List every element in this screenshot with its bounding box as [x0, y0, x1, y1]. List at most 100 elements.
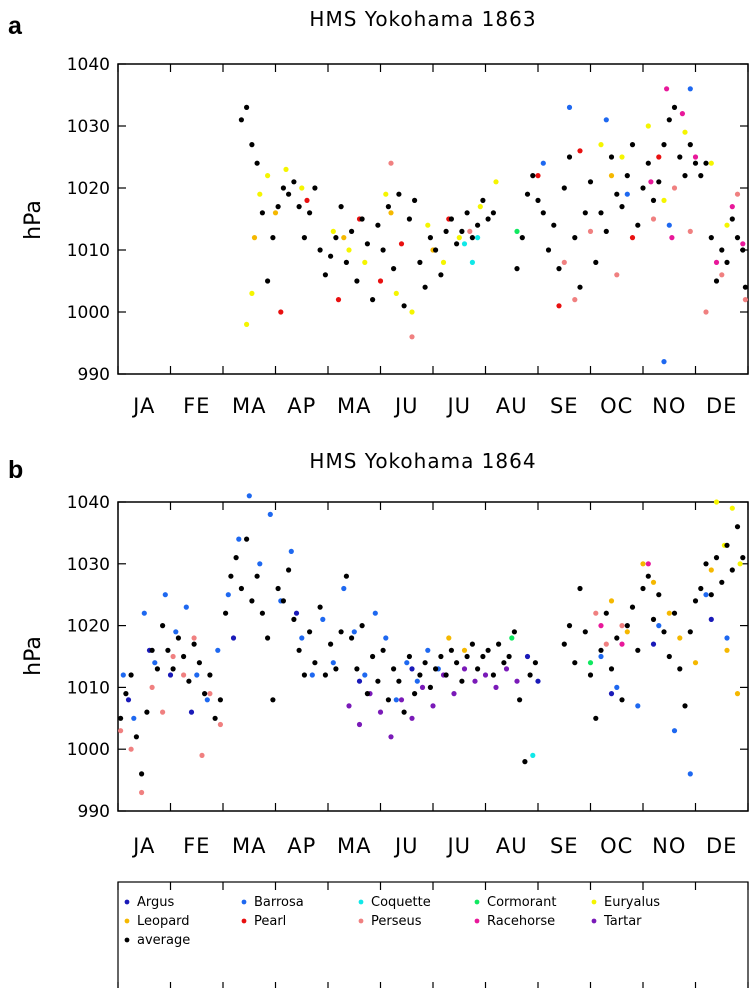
data-point-average: [454, 660, 460, 666]
data-point-average: [511, 629, 517, 635]
x-tick-label-a: NO: [652, 394, 686, 418]
data-point-barrosa: [404, 660, 410, 666]
data-point-average: [545, 247, 552, 253]
legend-marker-leopard: [124, 918, 130, 924]
data-point-average: [438, 272, 444, 278]
data-point-average: [724, 259, 730, 265]
data-point-average: [448, 216, 454, 222]
data-point-average: [496, 641, 502, 647]
legend: Argus Barrosa Coquette Cormorant Euryalus Leo…: [117, 881, 749, 988]
data-point-average: [133, 734, 139, 740]
data-point-average: [196, 660, 202, 666]
data-point-average: [582, 210, 588, 216]
legend-entries: Argus Barrosa Coquette Cormorant Euryalus Leo…: [124, 895, 660, 948]
data-point-barrosa: [425, 647, 431, 653]
data-point-average: [202, 691, 208, 697]
data-point-average: [249, 598, 255, 604]
data-point-average: [312, 660, 318, 666]
axis-ticks-b: 990 1000 1010 1020 1030 1040 JA FE MA AP MA JU JU AU S…: [67, 493, 749, 858]
data-point-average: [729, 216, 735, 222]
data-point-barrosa: [540, 160, 546, 166]
data-point-average: [656, 592, 662, 598]
data-point-average: [412, 197, 418, 203]
data-point-euryalus: [362, 259, 368, 265]
data-point-euryalus: [713, 499, 720, 505]
data-point-pearl: [535, 173, 541, 179]
data-point-average: [635, 222, 641, 228]
data-point-perseus: [170, 653, 176, 660]
data-point-barrosa: [393, 697, 399, 703]
data-point-barrosa: [225, 592, 231, 598]
data-point-barrosa: [598, 653, 604, 660]
legend-marker-argus: [124, 899, 130, 905]
data-point-barrosa: [614, 684, 620, 691]
legend-label-average: average: [137, 933, 190, 948]
data-point-average: [307, 629, 313, 635]
data-point-barrosa: [162, 592, 168, 598]
data-point-euryalus: [440, 259, 447, 265]
data-point-average: [317, 604, 323, 610]
data-point-average: [443, 228, 449, 234]
data-point-barrosa: [288, 548, 294, 555]
legend-marker-coquette: [358, 899, 364, 905]
legend-label-euryalus: Euryalus: [604, 895, 660, 910]
data-point-average: [412, 691, 418, 697]
data-point-euryalus: [283, 166, 289, 172]
data-point-average: [530, 173, 536, 179]
data-point-average: [212, 715, 218, 721]
data-point-average: [708, 235, 714, 241]
data-point-average: [270, 697, 276, 703]
data-point-average: [514, 266, 520, 272]
data-point-average: [265, 278, 271, 284]
data-point-average: [328, 253, 334, 259]
data-point-average: [139, 771, 145, 777]
data-point-average: [427, 235, 433, 241]
data-point-leopard: [446, 635, 452, 641]
data-point-average: [291, 179, 297, 185]
data-point-pearl: [335, 297, 342, 303]
y-tick-label-a: 1030: [67, 117, 110, 137]
data-point-average: [312, 185, 318, 191]
data-point-barrosa: [141, 610, 147, 616]
data-point-euryalus: [645, 123, 651, 129]
x-tick-label-b: SE: [550, 834, 579, 858]
data-point-average: [671, 610, 678, 616]
data-point-average: [160, 623, 166, 629]
data-point-average: [396, 678, 402, 684]
data-point-average: [280, 185, 286, 191]
data-point-tartar: [398, 697, 405, 703]
data-point-average: [175, 635, 181, 641]
data-point-perseus: [593, 610, 599, 616]
data-point-average: [692, 160, 699, 166]
data-point-leopard: [388, 210, 394, 216]
data-point-average: [671, 104, 678, 110]
y-tick-label-a: 1020: [67, 179, 110, 199]
data-point-leopard: [650, 579, 657, 585]
x-tick-label-a: OC: [600, 394, 633, 418]
data-point-pearl: [577, 148, 583, 154]
x-tick-label-a: MA: [232, 394, 266, 418]
data-point-average: [228, 573, 234, 579]
data-point-euryalus: [737, 561, 743, 567]
data-point-barrosa: [246, 493, 252, 499]
data-point-barrosa: [173, 629, 179, 635]
data-point-leopard: [608, 598, 615, 604]
x-tick-label-a: DE: [706, 394, 737, 418]
data-point-average: [422, 660, 428, 666]
data-point-tartar: [514, 678, 520, 684]
data-point-average: [598, 210, 604, 216]
data-point-argus: [293, 610, 300, 616]
data-point-perseus: [687, 228, 693, 234]
data-point-average: [480, 653, 486, 660]
data-point-average: [566, 154, 573, 160]
data-point-average: [396, 191, 402, 197]
data-point-perseus: [388, 160, 394, 166]
data-point-euryalus: [330, 228, 336, 234]
data-point-average: [677, 154, 683, 160]
data-point-perseus: [561, 259, 567, 265]
data-point-average: [343, 573, 349, 579]
data-point-average: [438, 653, 444, 660]
data-point-average: [522, 759, 528, 765]
data-point-argus: [230, 635, 237, 641]
data-point-average: [540, 210, 546, 216]
